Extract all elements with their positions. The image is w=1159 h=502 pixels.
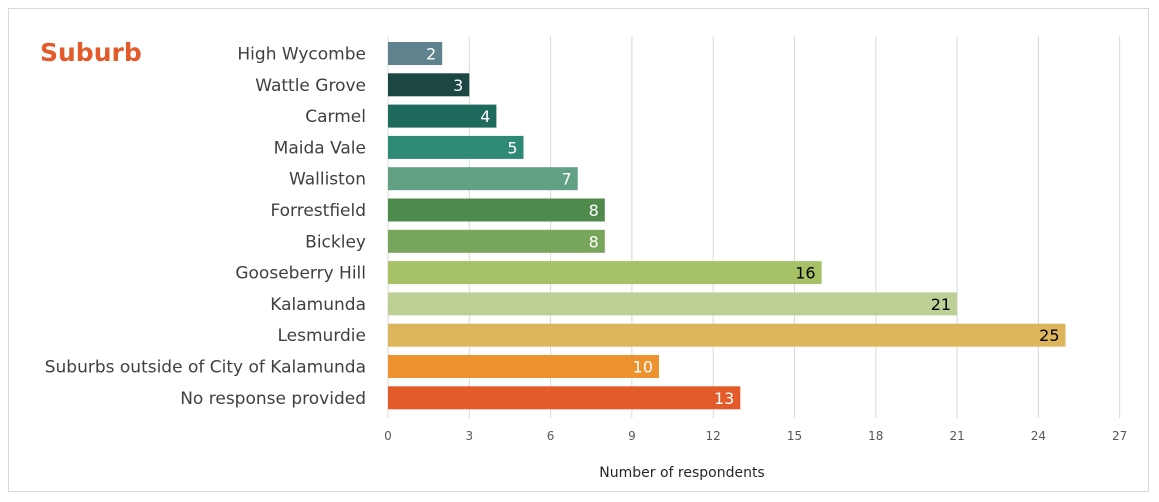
category-labels: High Wycombe Wattle Grove Carmel Maida Vale… [45,45,366,409]
category-label: Suburbs outside of City of Kalamunda [45,358,366,378]
x-tick-label: 15 [787,429,802,443]
data-label: 10 [633,358,653,377]
x-tick-labels: 0 3 6 9 12 15 18 21 24 27 [384,429,1127,443]
data-label: 25 [1039,326,1059,345]
data-label: 8 [589,232,599,251]
data-label: 4 [480,107,490,126]
category-label: Maida Vale [274,138,366,158]
category-label: Gooseberry Hill [235,264,366,284]
category-label: No response provided [180,389,366,409]
data-label: 7 [562,170,572,189]
bar [388,198,605,222]
gridlines [387,36,1121,418]
x-tick-label: 3 [465,429,473,443]
category-label: Walliston [289,170,366,190]
bar [388,386,741,410]
data-label: 16 [795,264,815,283]
category-label: Lesmurdie [278,326,367,346]
data-label: 13 [714,389,734,408]
bar [388,355,659,378]
bar [388,261,822,285]
data-label: 3 [453,76,463,95]
x-tick-label: 18 [868,429,883,443]
bar [388,292,958,316]
bar [388,73,470,97]
bar [388,104,497,128]
x-tick-label: 12 [706,429,721,443]
category-label: Wattle Grove [255,76,366,96]
data-label: 2 [426,45,436,64]
bar [388,229,605,253]
category-label: Bickley [305,232,366,252]
category-label: Carmel [305,107,366,127]
category-label: Forrestfield [270,201,366,221]
x-tick-label: 27 [1112,429,1127,443]
x-tick-label: 21 [949,429,964,443]
data-label: 21 [931,295,951,314]
chart-title: Suburb [40,38,142,67]
x-tick-label: 24 [1031,429,1046,443]
x-tick-label: 0 [384,429,392,443]
x-axis-title: Number of respondents [599,465,764,481]
x-tick-label: 6 [547,429,555,443]
bar [388,42,443,65]
bar [388,167,578,191]
category-label: High Wycombe [237,45,366,65]
bar [388,135,524,159]
bar [388,323,1066,347]
x-tick-label: 9 [628,429,636,443]
data-label: 8 [589,201,599,220]
category-label: Kalamunda [270,295,366,315]
data-label: 5 [507,138,517,157]
